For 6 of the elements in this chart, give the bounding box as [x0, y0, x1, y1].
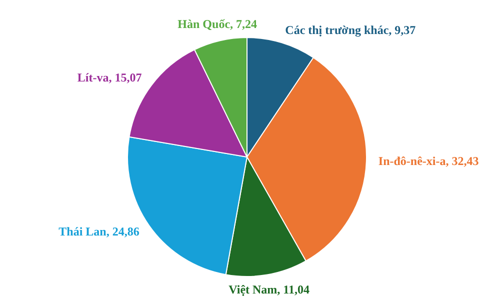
slice-label: Các thị trường khác, 9,37	[285, 23, 416, 38]
slice-label: Hàn Quốc, 7,24	[178, 16, 258, 31]
slice-label: Lít-va, 15,07	[77, 70, 142, 84]
slice-label: Thái Lan, 24,86	[58, 224, 140, 239]
slice-label: In-đô-nê-xi-a, 32,43	[378, 154, 479, 168]
slice-label: Việt Nam, 11,04	[228, 282, 310, 297]
